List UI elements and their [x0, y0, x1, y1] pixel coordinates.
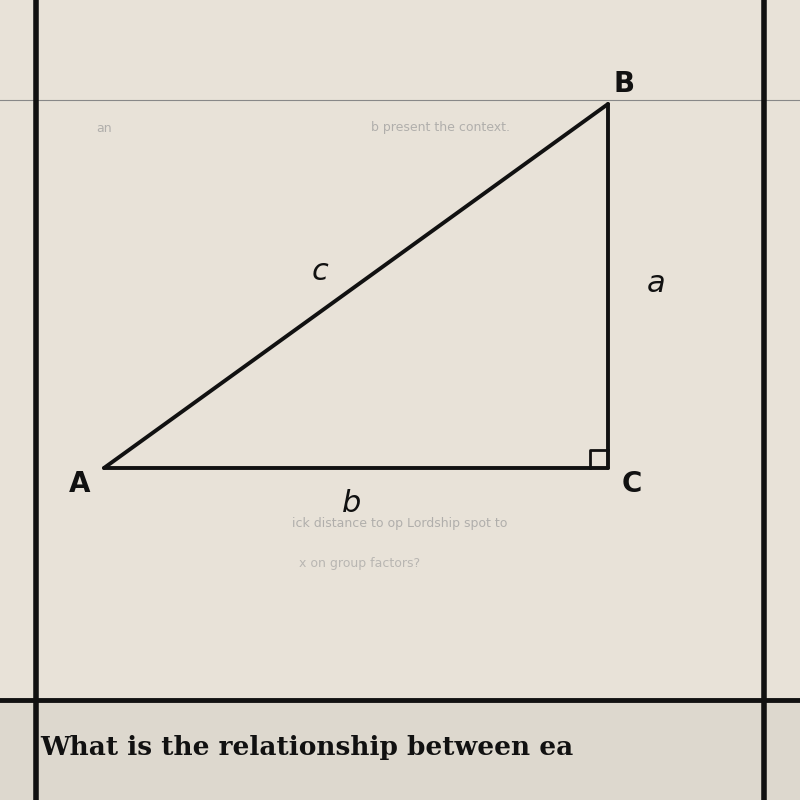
Text: b present the context.: b present the context.	[370, 122, 510, 134]
Text: C: C	[622, 470, 642, 498]
Text: A: A	[70, 470, 90, 498]
Text: a: a	[646, 270, 666, 298]
Text: b: b	[342, 490, 362, 518]
Text: an: an	[96, 122, 112, 134]
Text: What is the relationship between ea: What is the relationship between ea	[40, 735, 574, 761]
Bar	[0, 0, 800, 700]
Text: ick distance to op Lordship spot to: ick distance to op Lordship spot to	[292, 518, 508, 530]
Text: B: B	[614, 70, 634, 98]
Text: c: c	[312, 258, 328, 286]
Text: x on group factors?: x on group factors?	[299, 558, 421, 570]
Bar	[0, 700, 800, 800]
